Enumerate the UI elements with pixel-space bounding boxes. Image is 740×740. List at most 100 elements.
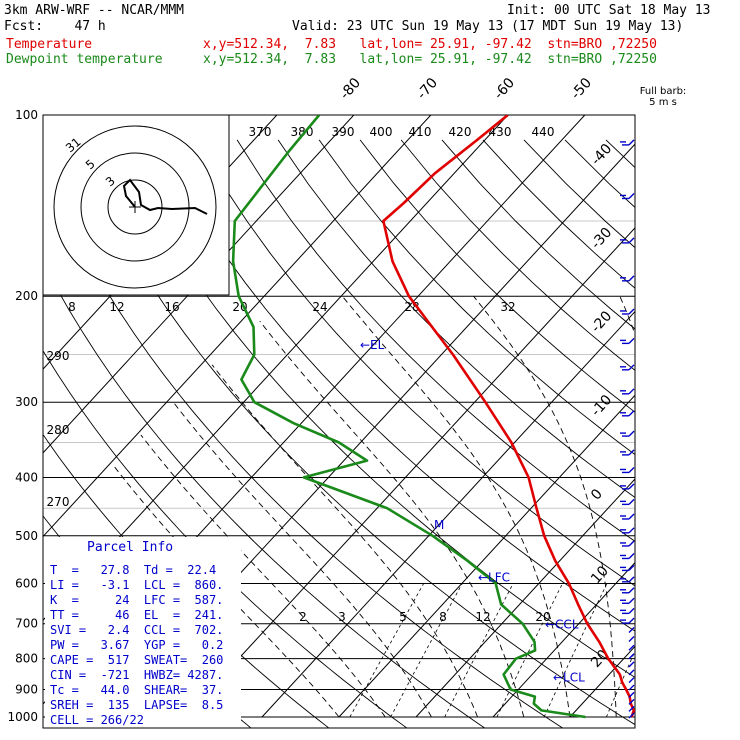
wind-barb (628, 308, 635, 315)
parcel-row: TT = 46 EL = 241. (50, 608, 224, 622)
wind-barb (628, 430, 635, 437)
wind-barb (628, 617, 635, 624)
wind-barb (628, 691, 635, 698)
temperature-legend-info: x,y=512.34, 7.83 lat,lon= 25.91, -97.42 … (203, 37, 657, 52)
parcel-row: CAPE = 517 SWEAT= 260 (50, 653, 224, 667)
dry-adiabat-line (236, 139, 635, 542)
dry-adiabat-line (523, 139, 635, 249)
parcel-row: Tc = 44.0 SHEAR= 37. (50, 683, 224, 697)
hodograph-scale-label: 12 (109, 300, 124, 314)
level-annotation-el: ←EL (360, 338, 385, 352)
wind-barb (628, 653, 635, 660)
theta-label: 290 (47, 349, 70, 363)
theta-label: 390 (332, 125, 355, 139)
pressure-tick-label: 900 (15, 682, 38, 696)
wind-barb (628, 626, 635, 633)
dry-adiabat-line (318, 139, 635, 456)
moist-adiabat-line (173, 401, 432, 718)
moist-adiabat-line (619, 296, 635, 336)
pressure-tick-label: 800 (15, 652, 38, 666)
wind-barb (628, 576, 635, 583)
dry-adiabat-line (72, 139, 635, 726)
wind-barb (628, 698, 635, 705)
mixing-ratio-line (543, 583, 608, 718)
parcel-info-title: Parcel Info (87, 540, 174, 555)
isotherm-line (184, 227, 635, 718)
wind-barb (628, 552, 635, 559)
temperature-tick-label: -80 (337, 75, 364, 103)
mixing-ratio-line (390, 583, 463, 718)
wind-barb (628, 388, 635, 395)
wind-barb (628, 498, 635, 505)
wind-barb (628, 607, 635, 614)
wind-barb (628, 636, 635, 642)
isotherm-line (415, 478, 635, 718)
moist-adiabat-line (140, 434, 386, 718)
wind-barb (628, 712, 635, 719)
theta-label: 400 (370, 125, 393, 139)
temperature-tick-label: 0 (588, 486, 606, 503)
isotherm-line (724, 115, 740, 717)
parcel-row: T = 27.8 Td = 22.4 (50, 563, 217, 577)
parcel-row: PW = 3.67 YGP = 0.2 (50, 638, 224, 652)
pressure-tick-label: 700 (15, 617, 38, 631)
wind-barb-legend: Full barb: 5 m s (640, 86, 687, 108)
header-init: Init: 00 UTC Sat 18 May 13 (507, 3, 711, 18)
isotherm-line (43, 115, 432, 538)
dry-adiabat-line (688, 140, 740, 730)
hodograph-scale-label: 16 (164, 300, 179, 314)
theta-label: 410 (409, 125, 432, 139)
pressure-tick-label: 100 (15, 108, 38, 122)
dry-adiabat-line (195, 139, 635, 587)
dry-adiabat-line (43, 261, 486, 728)
header-forecast-hour: Fcst: 47 h (4, 19, 106, 34)
isotherm-line (338, 394, 635, 718)
temperature-tick-label: -50 (568, 75, 595, 103)
wind-barb (628, 705, 635, 712)
wind-barb (628, 597, 635, 604)
pressure-tick-label: 200 (15, 289, 38, 303)
parcel-row: LI = -3.1 LCL = 860. (50, 578, 224, 592)
temperature-tick-label: -60 (491, 75, 518, 103)
theta-label: 420 (449, 125, 472, 139)
theta-label: 280 (47, 423, 70, 437)
wind-barb (628, 192, 635, 199)
pressure-tick-label: 300 (15, 395, 38, 409)
temperature-tick-label: -30 (588, 225, 615, 253)
mixing-ratio-line (444, 583, 514, 718)
mixing-ratio-line (496, 583, 563, 718)
hodograph-scale-label: 8 (68, 300, 76, 314)
hodograph-box (42, 114, 230, 296)
pressure-tick-label: 600 (15, 576, 38, 590)
temperature-tick-label: -10 (588, 392, 615, 420)
parcel-row: SREH = 135 LAPSE= 8.5 (50, 698, 224, 712)
wind-barb-legend-line: Full barb: (640, 86, 687, 97)
hodograph-scale-label: 24 (312, 300, 327, 314)
level-annotation-ccl: ←CCL (545, 617, 579, 631)
wind-barb (628, 483, 635, 490)
mixing-ratio-label: 5 (399, 610, 407, 624)
temperature-profile-line (382, 115, 635, 718)
pressure-tick-label: 400 (15, 470, 38, 484)
theta-label: 430 (489, 125, 512, 139)
wind-barb (628, 449, 635, 456)
wind-barb (628, 275, 635, 282)
moist-adiabat-line (473, 295, 617, 718)
hodograph-ring (53, 125, 217, 289)
mixing-ratio-line (606, 650, 635, 718)
hodograph-scale-label: 32 (500, 300, 515, 314)
level-annotation-lcl: ←LCL (553, 671, 585, 685)
wind-barb (628, 237, 635, 244)
moist-adiabat-line (341, 295, 571, 718)
parcel-row: CIN = -721 HWBZ= 4287. (50, 668, 224, 682)
wind-barb-legend-line: 5 m s (649, 97, 677, 108)
dry-adiabat-line (359, 139, 635, 413)
mixing-ratio-line (349, 583, 425, 718)
moist-adiabat-line (259, 320, 525, 718)
wind-barb (628, 527, 635, 534)
dry-adiabat-line (277, 139, 635, 499)
hodograph-trace (122, 178, 208, 215)
pressure-tick-label: 500 (15, 529, 38, 543)
parcel-row: SVI = 2.4 CCL = 702. (50, 623, 224, 637)
